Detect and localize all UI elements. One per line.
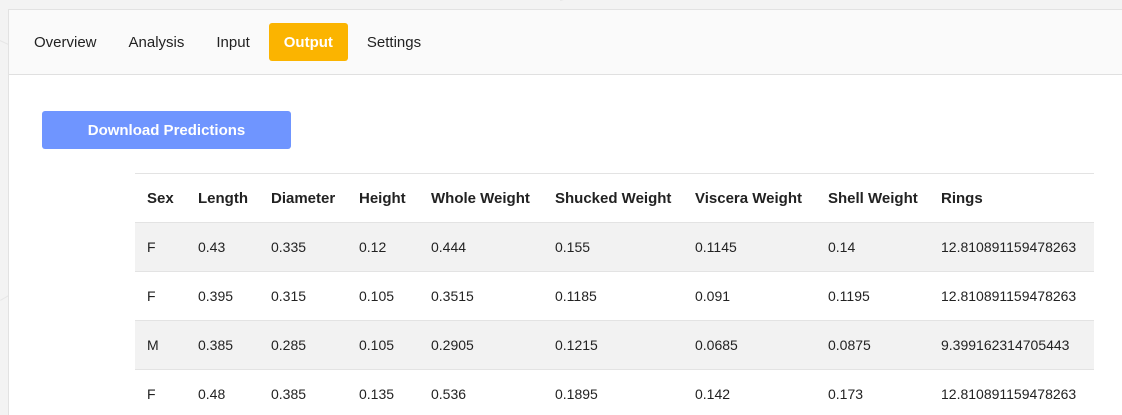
table-cell: 12.810891159478263 (929, 222, 1094, 272)
tab-overview[interactable]: Overview (34, 33, 97, 51)
table-cell: 0.536 (419, 369, 543, 415)
table-cell: 0.385 (186, 320, 259, 370)
table-cell: 0.335 (259, 222, 347, 272)
table-cell: 0.12 (347, 222, 419, 272)
table-cell: 0.105 (347, 320, 419, 370)
table-cell: 12.810891159478263 (929, 271, 1094, 321)
table-cell: 9.399162314705443 (929, 320, 1094, 370)
table-row: M 0.385 0.285 0.105 0.2905 0.1215 0.0685… (135, 320, 1094, 370)
table-cell: 0.48 (186, 369, 259, 415)
table-cell: 0.135 (347, 369, 419, 415)
table-cell: 0.43 (186, 222, 259, 272)
table-cell: 0.385 (259, 369, 347, 415)
table-row: F 0.43 0.335 0.12 0.444 0.155 0.1145 0.1… (135, 222, 1094, 272)
table-cell: 0.1895 (543, 369, 683, 415)
table-cell: 0.0875 (816, 320, 929, 370)
column-header-viscera-weight: Viscera Weight (683, 173, 816, 223)
column-header-length: Length (186, 173, 259, 223)
predictions-table-container: Sex Length Diameter Height Whole Weight … (135, 173, 1094, 415)
table-row: F 0.395 0.315 0.105 0.3515 0.1185 0.091 … (135, 271, 1094, 321)
main-panel: Overview Analysis Input Output Settings … (8, 9, 1122, 415)
column-header-diameter: Diameter (259, 173, 347, 223)
table-row: F 0.48 0.385 0.135 0.536 0.1895 0.142 0.… (135, 369, 1094, 415)
tab-analysis[interactable]: Analysis (128, 33, 185, 51)
table-cell: 0.1215 (543, 320, 683, 370)
table-cell: 0.0685 (683, 320, 816, 370)
table-cell: F (135, 271, 186, 321)
table-cell: 0.3515 (419, 271, 543, 321)
tab-settings[interactable]: Settings (366, 33, 422, 51)
predictions-table: Sex Length Diameter Height Whole Weight … (135, 173, 1094, 415)
table-cell: 0.444 (419, 222, 543, 272)
table-cell: 12.810891159478263 (929, 369, 1094, 415)
table-cell: 0.091 (683, 271, 816, 321)
tab-output[interactable]: Output (268, 23, 348, 61)
table-cell: 0.173 (816, 369, 929, 415)
table-cell: 0.315 (259, 271, 347, 321)
download-predictions-button[interactable]: Download Predictions (42, 111, 291, 149)
table-cell: 0.105 (347, 271, 419, 321)
table-cell: F (135, 369, 186, 415)
table-cell: 0.14 (816, 222, 929, 272)
column-header-shell-weight: Shell Weight (816, 173, 929, 223)
table-cell: F (135, 222, 186, 272)
table-header-row: Sex Length Diameter Height Whole Weight … (135, 173, 1094, 223)
column-header-whole-weight: Whole Weight (419, 173, 543, 223)
table-cell: 0.1195 (816, 271, 929, 321)
column-header-sex: Sex (135, 173, 186, 223)
table-cell: 0.142 (683, 369, 816, 415)
table-cell: 0.155 (543, 222, 683, 272)
tab-input[interactable]: Input (216, 33, 250, 51)
column-header-rings: Rings (929, 173, 1094, 223)
column-header-height: Height (347, 173, 419, 223)
table-cell: 0.1185 (543, 271, 683, 321)
column-header-shucked-weight: Shucked Weight (543, 173, 683, 223)
background-line (560, 0, 619, 1)
table-cell: 0.1145 (683, 222, 816, 272)
table-cell: 0.2905 (419, 320, 543, 370)
table-cell: 0.285 (259, 320, 347, 370)
table-cell: M (135, 320, 186, 370)
tab-bar: Overview Analysis Input Output Settings (9, 10, 1122, 75)
table-cell: 0.395 (186, 271, 259, 321)
